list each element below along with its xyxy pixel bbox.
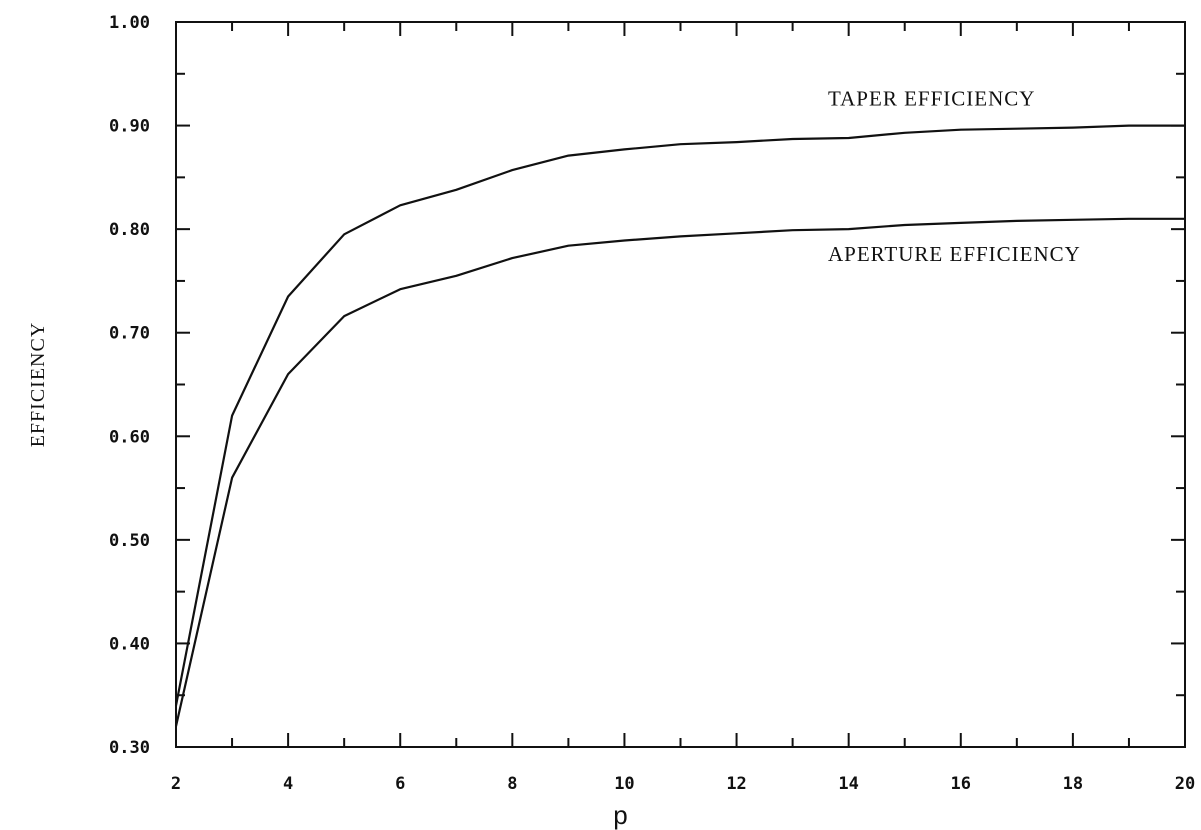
aperture-efficiency-line bbox=[174, 217, 1185, 727]
y-tick-label: 0.90 bbox=[109, 117, 150, 137]
y-tick-label: 1.00 bbox=[109, 13, 150, 33]
x-tick-label: 12 bbox=[726, 774, 746, 794]
y-tick-label: 0.50 bbox=[109, 531, 150, 551]
x-tick-label: 14 bbox=[838, 774, 858, 794]
y-tick-label: 0.30 bbox=[109, 738, 150, 758]
x-axis-ticks: 2 4 6 8 10 12 14 16 18 20 bbox=[171, 774, 1195, 794]
x-tick-label: 2 bbox=[171, 774, 181, 794]
x-tick-label: 4 bbox=[283, 774, 293, 794]
x-tick-label: 6 bbox=[395, 774, 405, 794]
x-tick-label: 16 bbox=[951, 774, 971, 794]
y-tick-label: 0.40 bbox=[109, 634, 150, 654]
y-axis-title: EFFICIENCY bbox=[27, 322, 49, 448]
x-tick-label: 8 bbox=[507, 774, 517, 794]
y-axis-ticks: 0.30 0.40 0.50 0.60 0.70 0.80 0.90 1.00 bbox=[109, 13, 150, 758]
x-tick-label: 10 bbox=[614, 774, 634, 794]
y-tick-label: 0.80 bbox=[109, 220, 150, 240]
minor-ticks bbox=[175, 21, 1186, 748]
series-label-aperture-efficiency: APERTURE EFFICIENCY bbox=[828, 242, 1081, 266]
y-tick-label: 0.60 bbox=[109, 427, 150, 447]
x-tick-label: 18 bbox=[1063, 774, 1083, 794]
x-axis-title: p bbox=[613, 800, 627, 830]
y-tick-label: 0.70 bbox=[109, 324, 150, 344]
series-lines bbox=[174, 124, 1185, 727]
series-label-taper-efficiency: TAPER EFFICIENCY bbox=[828, 87, 1035, 111]
taper-efficiency-line bbox=[174, 124, 1185, 706]
x-tick-label: 20 bbox=[1175, 774, 1195, 794]
